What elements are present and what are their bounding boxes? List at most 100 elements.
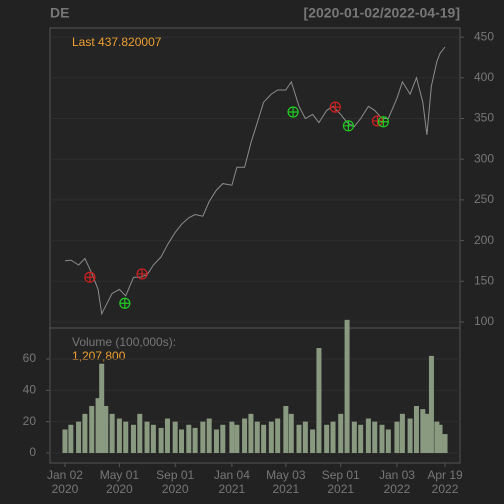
y-tick-label: 200 [474,233,494,247]
volume-bar [192,427,198,453]
volume-bar [316,348,322,453]
signal-marker [84,271,96,283]
date-range: [2020-01-02/2022-04-19] [304,5,460,21]
volume-bar [213,429,219,453]
marker-cross [119,298,130,309]
y-tick-label: 150 [474,273,494,287]
volume-bar [344,319,350,453]
volume-bar [137,413,143,453]
volume-bar [420,409,426,453]
volume-bar [434,421,440,453]
volume-bar [365,418,371,453]
volume-bar [428,355,434,453]
volume-bar [116,418,122,453]
marker-cross [378,116,389,127]
volume-bar [275,418,281,453]
y-tick-label: 0 [29,445,36,459]
volume-bar [130,424,136,453]
volume-bar [234,424,240,453]
volume-bar [123,421,129,453]
volume-bar [358,424,364,453]
volume-bar [442,434,448,453]
y-tick-label: 100 [474,314,494,328]
volume-bar [206,418,212,453]
volume-bar [310,429,316,453]
y-tick-label: 350 [474,111,494,125]
volume-bar [76,421,82,453]
volume-bar [200,421,206,453]
volume-bar [394,421,400,453]
volume-bar [413,405,419,453]
x-tick-label: Sep 01 2020 [156,468,194,496]
volume-bar [220,424,226,453]
marker-cross [288,106,299,117]
volume-bar [150,424,156,453]
volume-bar [407,418,413,453]
volume-bar [268,421,274,453]
marker-cross [137,268,148,279]
volume-bar [179,429,185,453]
x-tick-label: Apr 19 2022 [427,468,463,496]
volume-bar [338,413,344,453]
volume-bar [103,405,109,453]
volume-bar [283,405,289,453]
volume-bar [158,427,164,453]
x-tick-label: May 03 2021 [266,468,306,496]
volume-bar [437,424,443,453]
signal-marker [136,268,148,280]
y-tick-label: 300 [474,151,494,165]
y-tick-label: 250 [474,192,494,206]
volume-bar [62,429,68,453]
volume-bar [330,421,336,453]
signal-marker [371,115,384,127]
signal-marker [377,116,389,128]
volume-bar [229,421,235,453]
signal-marker [329,101,341,113]
y-tick-label: 20 [23,414,37,428]
y-tick-label: 450 [474,29,494,43]
volume-bar [385,429,391,453]
volume-bar [89,405,95,453]
volume-bar [302,421,308,453]
volume-bar [242,418,248,453]
chart-title: DE [50,5,69,21]
x-tick-label: Jan 03 2022 [379,468,415,496]
volume-bar [254,421,260,453]
volume-bar [109,413,115,453]
y-tick-label: 60 [23,351,37,365]
volume-bar [99,363,105,453]
volume-bar [261,424,267,453]
volume-bar [172,421,178,453]
y-tick-label: 400 [474,70,494,84]
volume-bar [399,413,405,453]
signal-marker [119,297,131,309]
volume-bar [372,421,378,453]
x-tick-label: Jan 04 2021 [214,468,250,496]
volume-bar [379,424,385,453]
volume-bar [248,413,254,453]
y-tick-label: 40 [23,383,37,397]
volume-bar [288,413,294,453]
last-label: Last 437.820007 [72,35,162,49]
x-tick-label: May 01 2020 [100,468,140,496]
price-line [64,46,446,316]
volume-bar [68,424,74,453]
x-tick-label: Jan 02 2020 [47,468,83,496]
volume-last: 1,207,800 [72,349,126,363]
volume-bar [324,424,330,453]
volume-bar [186,424,192,453]
volume-bar [144,421,150,453]
marker-cross [372,115,383,126]
marker-cross [84,272,95,283]
volume-bar [164,418,170,453]
signal-marker [287,106,299,118]
volume-bar [424,413,430,453]
x-tick-label: Sep 01 2021 [322,468,360,496]
volume-bar [351,421,357,453]
volume-label: Volume (100,000s): [72,335,176,349]
marker-cross [343,120,354,131]
marker-cross [330,102,341,113]
volume-bar [95,398,101,453]
volume-bar [82,413,88,453]
